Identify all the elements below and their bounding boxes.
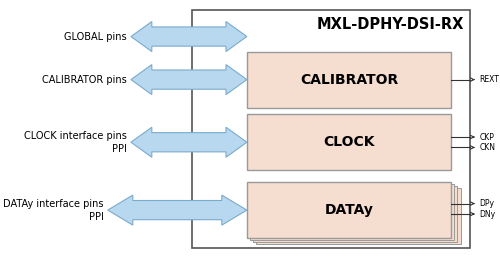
FancyBboxPatch shape bbox=[256, 188, 460, 244]
Text: PPI: PPI bbox=[88, 212, 104, 222]
FancyBboxPatch shape bbox=[247, 52, 452, 108]
Text: CALIBRATOR pins: CALIBRATOR pins bbox=[42, 75, 126, 85]
Text: DNy: DNy bbox=[480, 210, 496, 218]
Text: PPI: PPI bbox=[112, 144, 126, 154]
Text: DATAy: DATAy bbox=[324, 203, 374, 217]
FancyBboxPatch shape bbox=[253, 186, 457, 242]
Text: GLOBAL pins: GLOBAL pins bbox=[64, 32, 126, 41]
Text: CKN: CKN bbox=[480, 143, 496, 152]
Text: DATAy interface pins: DATAy interface pins bbox=[3, 199, 103, 209]
Text: MXL-DPHY-DSI-RX: MXL-DPHY-DSI-RX bbox=[316, 17, 464, 32]
Text: CALIBRATOR: CALIBRATOR bbox=[300, 73, 398, 87]
Text: CKP: CKP bbox=[480, 133, 494, 141]
Text: CLOCK interface pins: CLOCK interface pins bbox=[24, 131, 127, 141]
Polygon shape bbox=[131, 65, 247, 95]
FancyBboxPatch shape bbox=[247, 114, 452, 170]
Polygon shape bbox=[131, 127, 247, 157]
FancyBboxPatch shape bbox=[247, 182, 452, 238]
Polygon shape bbox=[108, 195, 247, 225]
FancyBboxPatch shape bbox=[192, 10, 470, 248]
Polygon shape bbox=[131, 22, 247, 52]
Text: CLOCK: CLOCK bbox=[324, 135, 375, 149]
Text: REXT: REXT bbox=[480, 75, 500, 84]
FancyBboxPatch shape bbox=[250, 184, 454, 240]
Text: DPy: DPy bbox=[480, 199, 494, 208]
